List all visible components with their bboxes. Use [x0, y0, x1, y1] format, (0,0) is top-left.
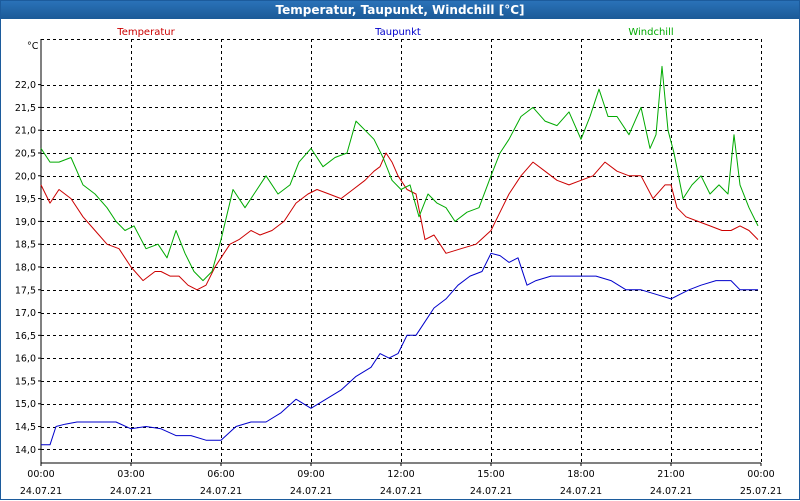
- x-tick-date: 25.07.21: [740, 486, 782, 497]
- y-tick-label: 16,0: [15, 354, 36, 365]
- y-tick-label: 22,0: [15, 80, 36, 91]
- y-tick-label: 21,5: [15, 103, 36, 114]
- y-tick-label: 17,0: [15, 308, 36, 319]
- x-tick-time: 18:00: [567, 469, 594, 480]
- y-tick-label: 21,0: [15, 126, 36, 137]
- legend-item-temperatur: Temperatur: [116, 27, 175, 38]
- x-tick-time: 03:00: [117, 469, 144, 480]
- x-tick-time: 00:00: [747, 469, 774, 480]
- y-tick-label: 20,0: [15, 171, 36, 182]
- y-tick-label: 14,0: [15, 445, 36, 456]
- legend-item-windchill: Windchill: [628, 27, 673, 38]
- x-tick-time: 21:00: [657, 469, 684, 480]
- legend-item-taupunkt: Taupunkt: [374, 27, 421, 38]
- legend: Temperatur Taupunkt Windchill: [116, 27, 673, 38]
- grid-lines: [41, 39, 762, 463]
- y-tick-label: 19,0: [15, 217, 36, 228]
- y-tick-label: 19,5: [15, 194, 36, 205]
- series-line-temperatur: [40, 152, 759, 291]
- x-tick-date: 24.07.21: [20, 486, 62, 497]
- x-tick-time: 06:00: [207, 469, 234, 480]
- series-line-windchill: [40, 65, 759, 282]
- x-tick-date: 24.07.21: [200, 486, 242, 497]
- x-tick-date: 24.07.21: [560, 486, 602, 497]
- y-tick-label: 15,0: [15, 399, 36, 410]
- y-tick-label: 18,5: [15, 240, 36, 251]
- series-lines: [40, 65, 759, 446]
- y-tick-label: 14,5: [15, 422, 36, 433]
- series-line-taupunkt: [41, 252, 758, 446]
- y-tick-label: 20,5: [15, 148, 36, 159]
- x-tick-time: 12:00: [387, 469, 414, 480]
- x-tick-date: 24.07.21: [470, 486, 512, 497]
- y-axis-label: °C: [27, 41, 39, 52]
- x-tick-date: 24.07.21: [380, 486, 422, 497]
- y-tick-label: 18,0: [15, 262, 36, 273]
- x-tick-date: 24.07.21: [110, 486, 152, 497]
- y-axis: 14,0 14,5 15,0 15,5 16,0 16,5 17,0 17,5 18,0 18,5…: [15, 80, 41, 456]
- x-tick-time: 09:00: [297, 469, 324, 480]
- y-tick-label: 16,5: [15, 331, 36, 342]
- window-title: Temperatur, Taupunkt, Windchill [°C]: [1, 1, 799, 19]
- y-tick-label: 17,5: [15, 285, 36, 296]
- x-tick-time: 15:00: [477, 469, 504, 480]
- x-tick-time: 00:00: [27, 469, 54, 480]
- x-tick-date: 24.07.21: [290, 486, 332, 497]
- y-tick-label: 15,5: [15, 376, 36, 387]
- x-tick-date: 24.07.21: [650, 486, 692, 497]
- x-axis: 00:00 24.07.21 03:00 24.07.21 06:00 24.07.21 0…: [20, 463, 782, 497]
